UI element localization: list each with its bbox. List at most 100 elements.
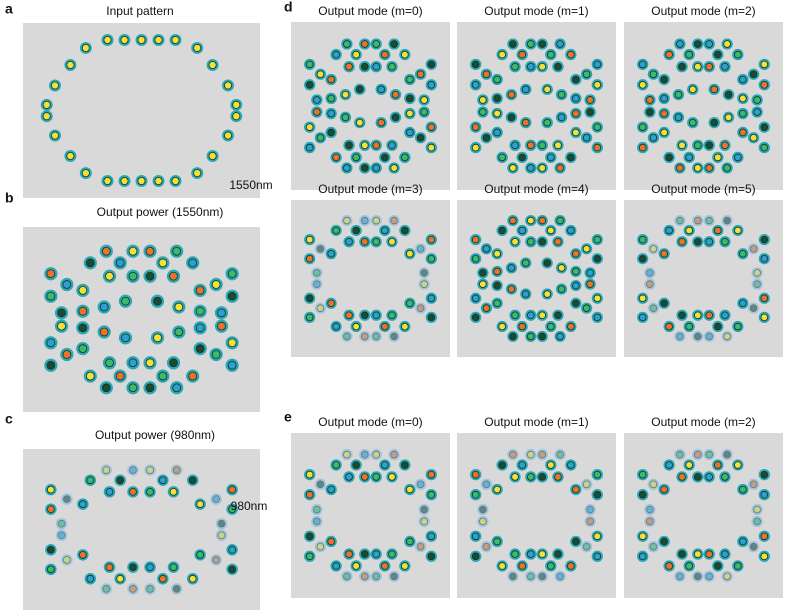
mode-core xyxy=(372,332,380,341)
mode-core xyxy=(332,153,340,162)
mode-core xyxy=(381,322,389,331)
mode-core xyxy=(171,36,180,45)
label: Output mode (m=0) xyxy=(318,4,422,18)
mode-core xyxy=(305,235,314,244)
mode-core xyxy=(406,537,414,546)
mode-core xyxy=(538,572,547,581)
mode-core xyxy=(427,470,436,479)
mode-core xyxy=(313,280,321,288)
mode-core xyxy=(211,350,221,359)
mode-core xyxy=(693,450,702,459)
mode-core xyxy=(749,70,758,79)
mode-core xyxy=(352,461,360,469)
mode-core xyxy=(99,302,109,312)
mode-core xyxy=(582,542,591,551)
mode-core xyxy=(538,62,547,71)
mode-core xyxy=(511,473,519,481)
mode-core xyxy=(471,123,480,131)
mode-core xyxy=(46,338,56,348)
mode-core xyxy=(42,100,51,109)
mode-core xyxy=(120,36,129,45)
mode-core xyxy=(714,461,722,469)
mode-core xyxy=(388,237,396,246)
mode-core xyxy=(705,332,713,341)
mode-core xyxy=(538,216,546,225)
mode-core xyxy=(46,269,56,279)
mode-core xyxy=(538,141,547,150)
mode-core xyxy=(705,40,714,48)
mode-core xyxy=(208,151,217,160)
mode-core xyxy=(105,271,114,281)
mode-core xyxy=(543,290,551,298)
mode-core xyxy=(676,216,684,225)
mode-core xyxy=(78,323,88,333)
mode-core xyxy=(646,96,654,104)
mode-core xyxy=(638,123,647,131)
label: Output power (1550nm) xyxy=(97,205,224,219)
mode-core xyxy=(572,281,580,290)
mode-core xyxy=(345,311,353,320)
mode-core xyxy=(493,299,501,307)
mode-core xyxy=(78,500,87,508)
mode-core xyxy=(753,280,761,288)
mode-core xyxy=(572,267,580,276)
mode-core xyxy=(352,226,360,235)
mode-core xyxy=(154,36,163,45)
mode-core xyxy=(509,40,517,48)
image-panel xyxy=(624,22,783,190)
mode-core xyxy=(427,123,436,131)
mode-core xyxy=(153,333,162,343)
mode-core xyxy=(538,237,546,246)
mode-core xyxy=(507,113,516,122)
mode-core xyxy=(372,62,381,71)
mode-core xyxy=(401,461,409,469)
mode-core xyxy=(527,311,535,320)
mode-core xyxy=(649,304,658,312)
mode-core xyxy=(471,490,480,499)
mode-core xyxy=(416,304,425,312)
mode-core xyxy=(538,311,546,320)
mode-core xyxy=(572,128,580,137)
image-panel xyxy=(624,200,783,357)
image-panel xyxy=(291,433,450,598)
mode-core xyxy=(685,562,693,570)
mode-core xyxy=(227,338,237,348)
mode-core xyxy=(511,141,519,150)
mode-core xyxy=(554,473,562,481)
mode-core xyxy=(593,60,602,69)
mode-core xyxy=(509,450,517,459)
mode-core xyxy=(372,40,381,48)
mode-core xyxy=(660,250,668,258)
mode-core xyxy=(724,113,733,122)
mode-core xyxy=(557,90,566,99)
mode-core xyxy=(638,313,647,322)
mode-core xyxy=(593,294,602,303)
mode-core xyxy=(665,153,673,162)
mode-core xyxy=(705,62,714,71)
mode-core xyxy=(705,550,714,558)
mode-core xyxy=(753,269,761,277)
mode-core xyxy=(526,572,535,581)
mode-core xyxy=(538,164,547,172)
mode-core xyxy=(427,254,436,263)
mode-core xyxy=(567,153,575,162)
mode-core xyxy=(406,128,414,137)
mode-core xyxy=(554,550,562,558)
mode-core xyxy=(527,216,535,225)
mode-core xyxy=(665,461,673,469)
mode-core xyxy=(593,532,602,541)
mode-core xyxy=(86,476,95,485)
mode-core xyxy=(390,216,398,225)
mode-core xyxy=(78,285,88,295)
mode-core xyxy=(128,246,138,256)
mode-core xyxy=(171,176,180,185)
mode-core xyxy=(694,311,702,320)
panel-letter: a xyxy=(5,1,13,17)
mode-core xyxy=(128,271,138,281)
mode-core xyxy=(509,164,517,172)
mode-core xyxy=(493,94,501,103)
mode-core xyxy=(62,495,71,503)
mode-core xyxy=(360,164,369,172)
mode-core xyxy=(498,153,506,162)
mode-core xyxy=(693,62,702,71)
